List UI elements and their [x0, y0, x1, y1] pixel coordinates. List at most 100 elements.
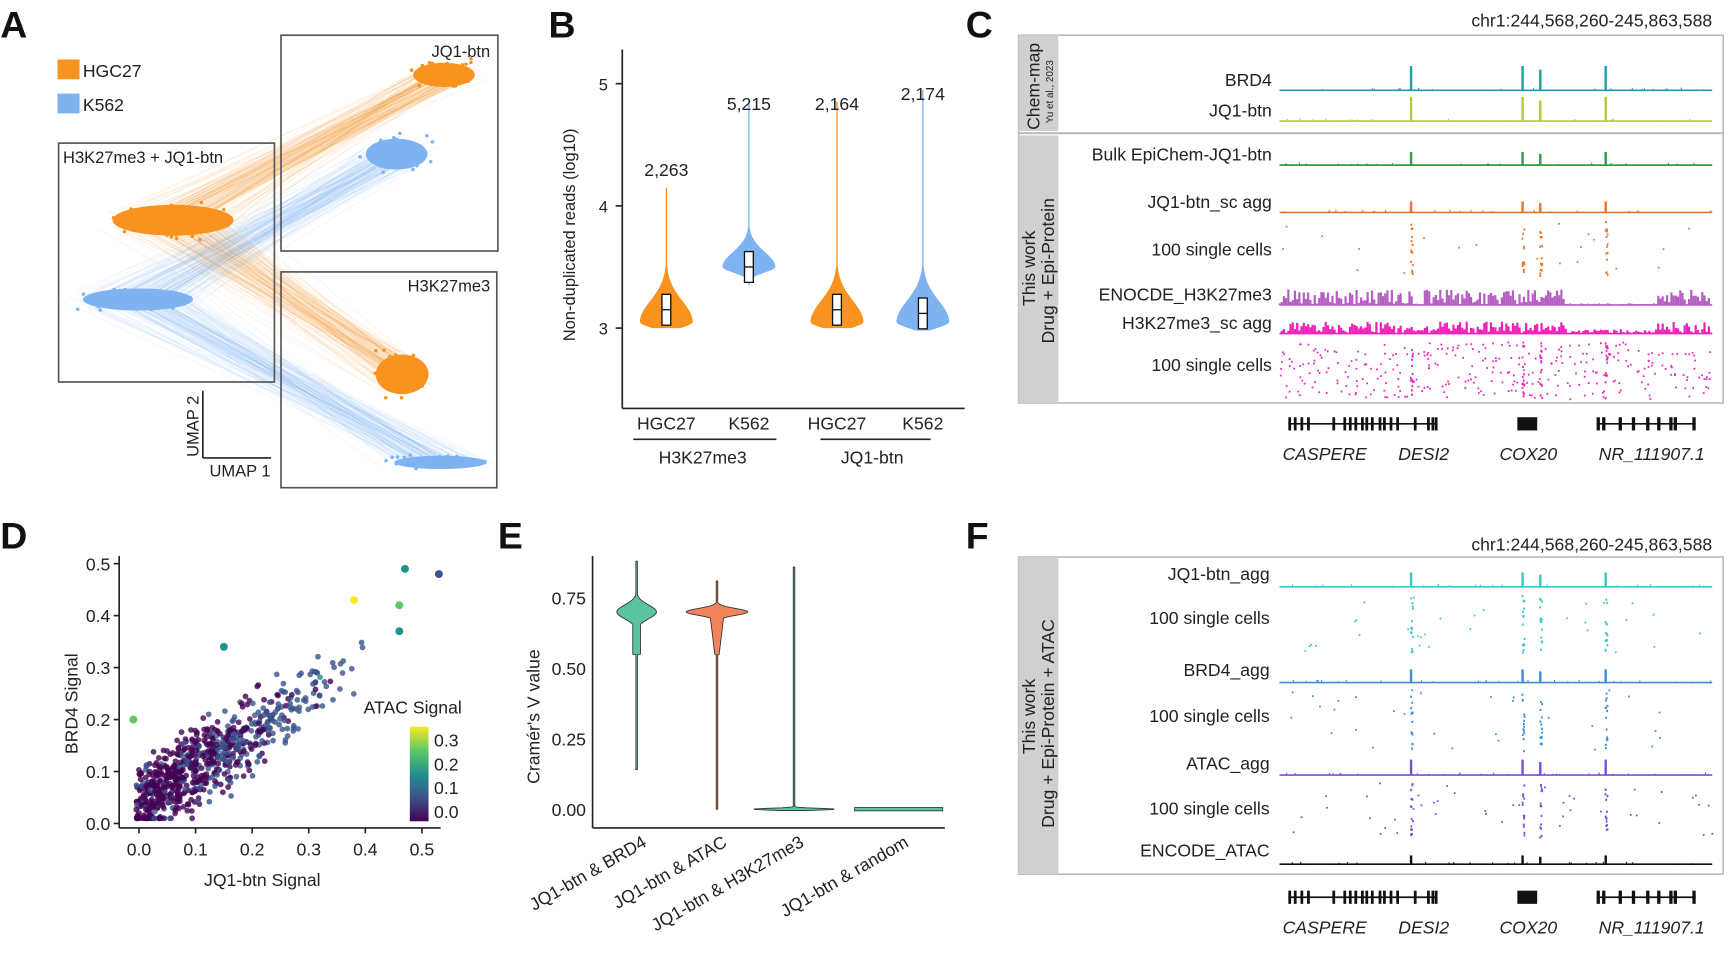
read-dot	[1688, 395, 1691, 398]
read-dot	[1282, 248, 1284, 250]
read-dot	[1555, 356, 1558, 359]
umap-point	[388, 354, 392, 359]
umap-point	[172, 220, 176, 225]
connection-line-hgc27	[190, 218, 405, 365]
connection-line-k562	[101, 291, 421, 464]
scatter-point	[201, 737, 208, 744]
read-dot	[1531, 383, 1534, 385]
read-dot	[1410, 651, 1413, 654]
connection-line-hgc27	[176, 217, 406, 366]
read-dot	[1441, 385, 1444, 388]
read-dot	[1501, 381, 1504, 384]
scatter-point	[221, 771, 228, 777]
connection-line-hgc27	[165, 226, 389, 393]
umap-point	[441, 458, 445, 462]
read-dot	[1627, 365, 1629, 368]
umap-point	[412, 461, 417, 466]
scatter-point	[195, 797, 202, 804]
connection-line-k562	[134, 146, 419, 313]
connection-line-k562	[136, 159, 379, 313]
connection-line-k562	[118, 162, 413, 308]
exon	[1431, 890, 1435, 904]
connection-line-k562	[144, 288, 422, 467]
connection-line-hgc27	[199, 76, 433, 219]
umap-point	[146, 291, 151, 295]
read-dot	[1536, 257, 1539, 260]
read-dot	[1410, 788, 1412, 792]
read-dot	[1522, 795, 1524, 798]
read-dot	[1456, 347, 1459, 350]
read-dot	[1513, 374, 1515, 377]
connection-line-k562	[100, 162, 394, 295]
connection-line-k562	[206, 307, 428, 470]
read-dot	[1578, 344, 1580, 347]
read-dot	[1682, 374, 1685, 376]
x-tick-label-2: HGC27	[808, 413, 867, 433]
connection-line-hgc27	[141, 224, 394, 387]
umap-point	[112, 287, 116, 292]
read-dot	[1522, 391, 1525, 394]
scatter-point	[160, 747, 167, 754]
read-dot	[1701, 374, 1703, 377]
read-dot	[1559, 262, 1561, 265]
read-dot	[1684, 387, 1687, 390]
read-dot	[1379, 833, 1382, 835]
exon	[1517, 890, 1538, 904]
read-dot	[1411, 742, 1414, 746]
umap-point	[150, 304, 155, 309]
read-dot	[1540, 257, 1543, 260]
read-dot	[1541, 628, 1543, 631]
connection-line-hgc27	[151, 213, 401, 363]
connection-line-hgc27	[124, 230, 418, 379]
scatter-point	[175, 746, 182, 752]
read-dot	[1434, 813, 1437, 815]
track-brd4	[1279, 66, 1713, 92]
read-dot	[1492, 366, 1495, 369]
connection-line-k562	[144, 149, 379, 303]
connection-line-k562	[187, 297, 441, 464]
connection-line-k562	[166, 286, 441, 464]
read-dot	[1556, 384, 1559, 387]
box-h3k27me3-jq1	[57, 142, 276, 383]
connection-line-hgc27	[178, 202, 414, 373]
read-dot	[1316, 351, 1319, 354]
scatter-point	[151, 815, 158, 822]
gene-label: DESI2	[1398, 444, 1449, 464]
read-dot	[1606, 644, 1609, 647]
read-dot	[1692, 387, 1695, 389]
umap-point	[436, 77, 440, 82]
connection-line-hgc27	[148, 224, 399, 375]
umap-point	[437, 454, 442, 459]
umap-point	[122, 229, 127, 234]
scatter-point	[206, 798, 213, 805]
umap-point	[390, 360, 394, 365]
connection-line-hgc27	[158, 77, 464, 222]
umap-point	[382, 348, 386, 353]
read-dot	[1688, 227, 1691, 230]
umap-point	[444, 78, 448, 83]
read-dot	[1628, 695, 1630, 698]
scatter-point	[184, 807, 191, 814]
read-dot	[1605, 824, 1608, 827]
connection-line-k562	[133, 291, 442, 466]
read-dot	[1540, 783, 1542, 787]
read-dot	[1482, 343, 1485, 346]
connection-line-hgc27	[215, 82, 443, 224]
read-dot	[1523, 228, 1526, 231]
connection-line-hgc27	[145, 80, 423, 202]
track-jq1-single-cells	[1304, 594, 1701, 654]
read-dot	[1642, 375, 1645, 378]
read-dot	[1660, 791, 1663, 793]
read-dot	[1604, 342, 1607, 345]
connection-line-hgc27	[142, 75, 454, 222]
umap-point	[382, 142, 386, 146]
read-dot	[1541, 269, 1543, 272]
connection-line-k562	[152, 299, 451, 463]
connection-line-k562	[149, 157, 404, 299]
colorbar-tick-label: 0.3	[434, 730, 459, 750]
umap-point	[428, 75, 432, 79]
connection-line-k562	[86, 145, 420, 313]
read-dot	[1423, 351, 1426, 353]
count-label-3: 2,174	[901, 84, 945, 104]
